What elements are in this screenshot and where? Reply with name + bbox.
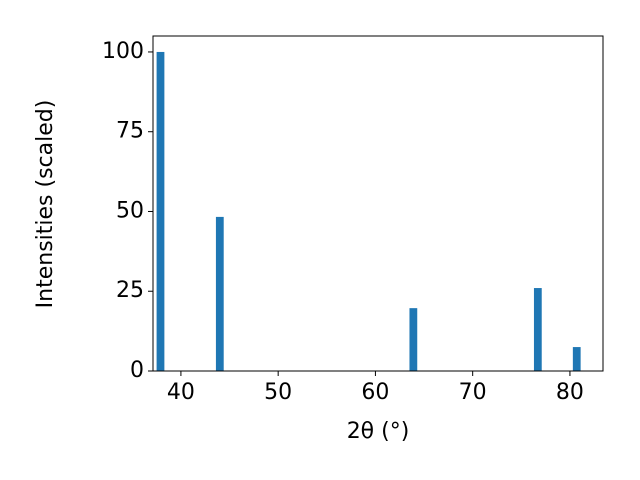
x-axis-label: 2θ (°) [347, 419, 410, 444]
y-axis-label: Intensities (scaled) [33, 100, 58, 309]
plot-frame [152, 35, 604, 372]
x-tick-label: 50 [264, 380, 292, 405]
bar [572, 347, 581, 371]
x-tick-label: 40 [167, 380, 195, 405]
y-tick-label: 0 [130, 358, 144, 383]
y-tick-label: 75 [116, 119, 144, 144]
bar [409, 308, 418, 371]
bar [215, 216, 224, 371]
x-tick-label: 80 [556, 380, 584, 405]
x-tick-label: 60 [361, 380, 389, 405]
y-tick-label: 25 [116, 278, 144, 303]
y-tick-label: 50 [116, 198, 144, 223]
bar [533, 288, 542, 371]
x-tick-label: 70 [459, 380, 487, 405]
bar [156, 51, 165, 371]
y-tick-label: 100 [102, 39, 144, 64]
